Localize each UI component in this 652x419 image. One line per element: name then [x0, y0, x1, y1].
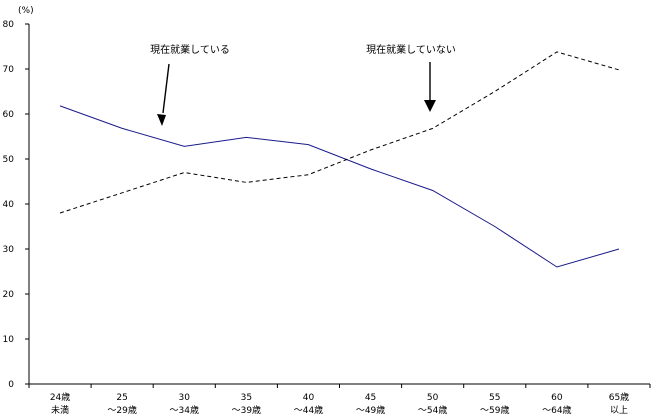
- y-tick-label: 30: [3, 245, 15, 255]
- series-lines: [59, 51, 620, 268]
- x-tick-label: 未満: [51, 404, 69, 416]
- x-tick-label: 〜49歳: [356, 404, 385, 416]
- x-tick-label: 〜64歳: [542, 404, 571, 416]
- arrow-employed: [162, 63, 170, 114]
- series-line-unemployed: [59, 51, 620, 214]
- x-tick-label: 30: [179, 393, 191, 403]
- y-axis-ticks: 0 10 20 30 40 50 60 70 80: [3, 20, 29, 390]
- x-tick-label: 65歳: [609, 391, 629, 403]
- x-tick-label: 〜34歳: [170, 404, 199, 416]
- label-employed: 現在就業している: [150, 43, 230, 56]
- y-tick-label: 50: [3, 155, 15, 165]
- x-tick-label: 〜29歳: [107, 404, 136, 416]
- arrow-unemployed-head: [424, 100, 436, 112]
- y-tick-label: 10: [3, 335, 15, 345]
- x-tick-label: 35: [241, 393, 252, 403]
- x-tick-label: 〜54歳: [418, 404, 447, 416]
- x-tick-label: 以上: [610, 405, 628, 416]
- x-tick-label: 〜44歳: [294, 404, 323, 416]
- y-tick-label: 0: [8, 380, 14, 390]
- y-tick-label: 20: [3, 290, 15, 300]
- x-tick-label: 45: [365, 393, 376, 403]
- annotations: 現在就業している 現在就業していない: [150, 43, 456, 126]
- x-tick-label: 24歳: [50, 391, 70, 403]
- y-tick-label: 80: [3, 20, 15, 30]
- y-tick-label: 60: [3, 110, 15, 120]
- label-unemployed: 現在就業していない: [366, 43, 456, 56]
- x-tick-label: 60: [551, 393, 563, 403]
- arrow-employed-head: [157, 114, 166, 126]
- x-tick-label: 〜59歳: [480, 404, 509, 416]
- x-tick-label: 〜39歳: [232, 404, 261, 416]
- x-tick-label: 25: [116, 393, 127, 403]
- x-tick-label: 55: [489, 393, 500, 403]
- x-tick-label: 40: [303, 393, 315, 403]
- y-axis-unit-label: (%): [18, 6, 34, 16]
- y-tick-label: 70: [3, 65, 15, 75]
- series-line-employed: [59, 105, 620, 268]
- x-tick-label: 50: [427, 393, 439, 403]
- y-tick-label: 40: [3, 200, 15, 210]
